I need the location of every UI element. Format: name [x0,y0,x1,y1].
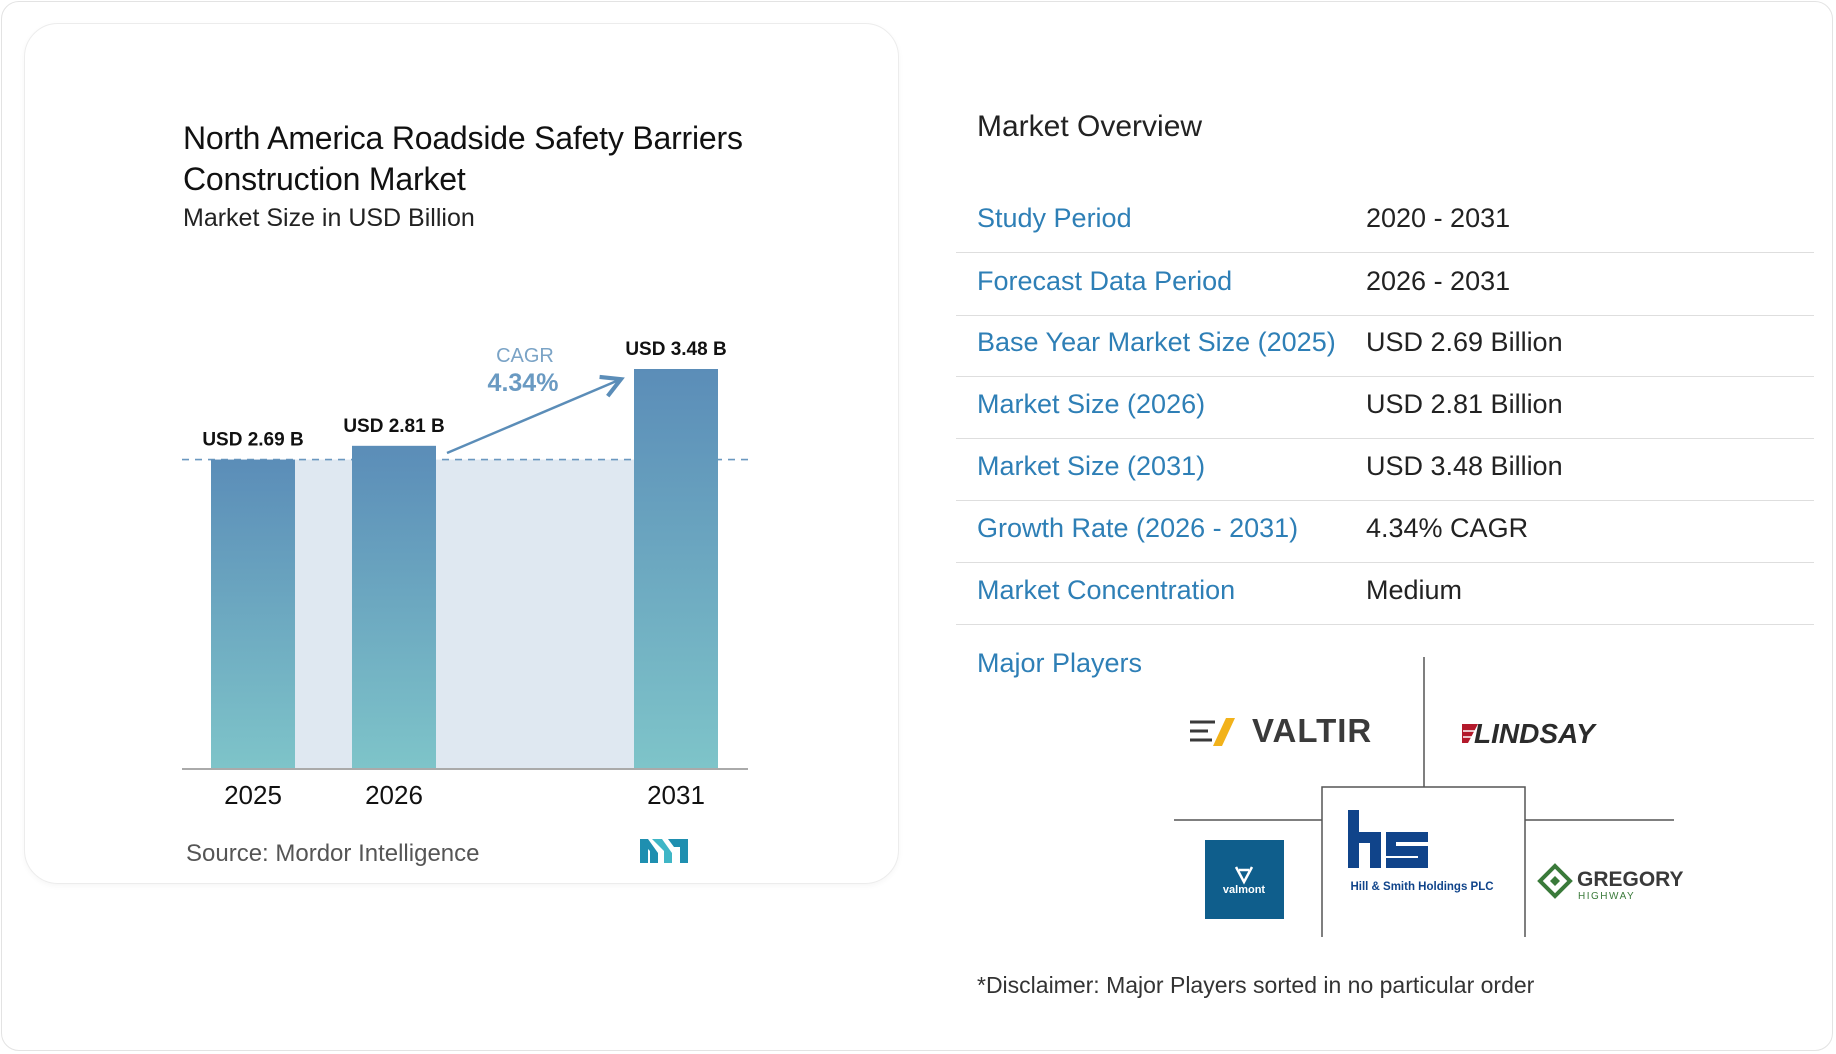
disclaimer-text: *Disclaimer: Major Players sorted in no … [977,972,1535,998]
row-label: Growth Rate (2026 - 2031) [977,513,1299,543]
x-tick-2031: 2031 [647,780,705,810]
overview-row-concentration: Market Concentration Medium [956,563,1814,625]
overview-row-base-year-size: Base Year Market Size (2025) USD 2.69 Bi… [956,315,1814,377]
chart-source: Source: Mordor Intelligence [186,840,480,867]
row-label: Base Year Market Size (2025) [977,327,1336,357]
chart-title: North America Roadside Safety Barriers C… [183,120,743,197]
mordor-logo-icon [640,839,688,863]
row-value: Medium [1366,575,1463,605]
overview-row-growth-rate: Growth Rate (2026 - 2031) 4.34% CAGR [956,501,1814,563]
overview-row-forecast-period: Forecast Data Period 2026 - 2031 [956,254,1814,316]
chart-subtitle: Market Size in USD Billion [183,204,475,232]
row-value: 2020 - 2031 [1366,203,1511,233]
row-label: Forecast Data Period [977,266,1233,296]
overview-row-market-size-2031: Market Size (2031) USD 3.48 Billion [956,439,1814,501]
cagr-label: CAGR [496,345,554,367]
bar-2031 [634,369,718,768]
row-value: USD 3.48 Billion [1366,451,1563,481]
x-tick-2025: 2025 [224,780,282,810]
overview-row-study-period: Study Period 2020 - 2031 [956,191,1814,253]
data-label-2025: USD 2.69 B [202,430,303,451]
row-label: Market Size (2026) [977,389,1206,419]
row-value: USD 2.81 Billion [1366,389,1563,419]
bar-2026 [352,445,436,768]
row-value: 4.34% CAGR [1366,513,1529,543]
bar-chart: USD 2.69 B USD 2.81 B USD 3.48 B 2025 2026 2… [182,339,752,810]
row-label: Market Concentration [977,575,1236,605]
row-label: Study Period [977,203,1132,233]
x-tick-2026: 2026 [365,780,423,810]
data-label-2026: USD 2.81 B [343,416,444,437]
major-players-title: Major Players [977,648,1143,678]
cagr-arrow [446,380,619,455]
bar-2025 [211,459,295,768]
data-label-2031: USD 3.48 B [625,339,726,360]
row-value: 2026 - 2031 [1366,266,1511,296]
overview-row-market-size-2026: Market Size (2026) USD 2.81 Billion [956,377,1814,439]
row-value: USD 2.69 Billion [1366,327,1563,357]
cagr-value: 4.34% [488,369,559,397]
row-label: Market Size (2031) [977,451,1206,481]
market-overview-title: Market Overview [977,110,1203,143]
